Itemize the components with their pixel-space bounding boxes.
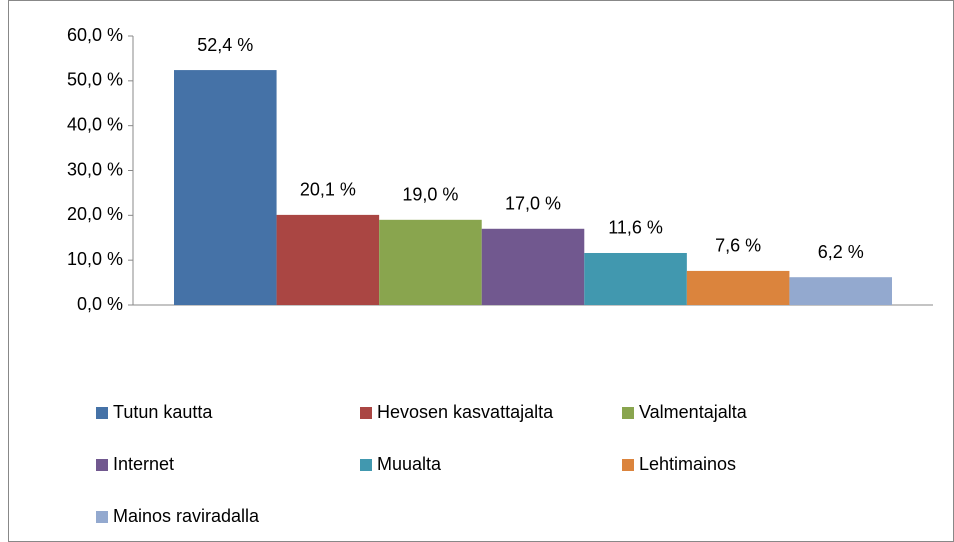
legend-swatch bbox=[96, 407, 108, 419]
bar bbox=[789, 277, 892, 305]
legend-swatch bbox=[622, 459, 634, 471]
legend-label: Valmentajalta bbox=[639, 402, 748, 422]
value-label: 19,0 % bbox=[402, 185, 458, 205]
y-tick-label: 60,0 % bbox=[67, 25, 123, 45]
bar bbox=[276, 214, 380, 305]
legend-label: Tutun kautta bbox=[113, 402, 213, 422]
legend-swatch bbox=[360, 407, 372, 419]
bar bbox=[481, 228, 585, 305]
y-tick-label: 20,0 % bbox=[67, 204, 123, 224]
bar bbox=[686, 270, 790, 305]
bar bbox=[584, 252, 687, 305]
value-label: 52,4 % bbox=[197, 35, 253, 55]
y-tick-label: 50,0 % bbox=[67, 70, 123, 90]
y-tick-label: 30,0 % bbox=[67, 159, 123, 179]
legend-swatch bbox=[622, 407, 634, 419]
legend-label: Mainos raviradalla bbox=[113, 506, 260, 526]
y-tick-label: 40,0 % bbox=[67, 114, 123, 134]
value-label: 7,6 % bbox=[715, 236, 761, 256]
legend-label: Internet bbox=[113, 454, 174, 474]
bar bbox=[174, 70, 277, 305]
y-tick-label: 0,0 % bbox=[77, 294, 123, 314]
legend-swatch bbox=[360, 459, 372, 471]
value-label: 20,1 % bbox=[300, 180, 356, 200]
y-tick-label: 10,0 % bbox=[67, 249, 123, 269]
value-label: 17,0 % bbox=[505, 194, 561, 214]
legend-label: Muualta bbox=[377, 454, 442, 474]
value-label: 6,2 % bbox=[818, 242, 864, 262]
legend-swatch bbox=[96, 511, 108, 523]
legend-swatch bbox=[96, 459, 108, 471]
bar bbox=[379, 219, 482, 305]
value-label: 11,6 % bbox=[608, 218, 663, 238]
legend-label: Lehtimainos bbox=[639, 454, 736, 474]
legend-label: Hevosen kasvattajalta bbox=[377, 402, 554, 422]
